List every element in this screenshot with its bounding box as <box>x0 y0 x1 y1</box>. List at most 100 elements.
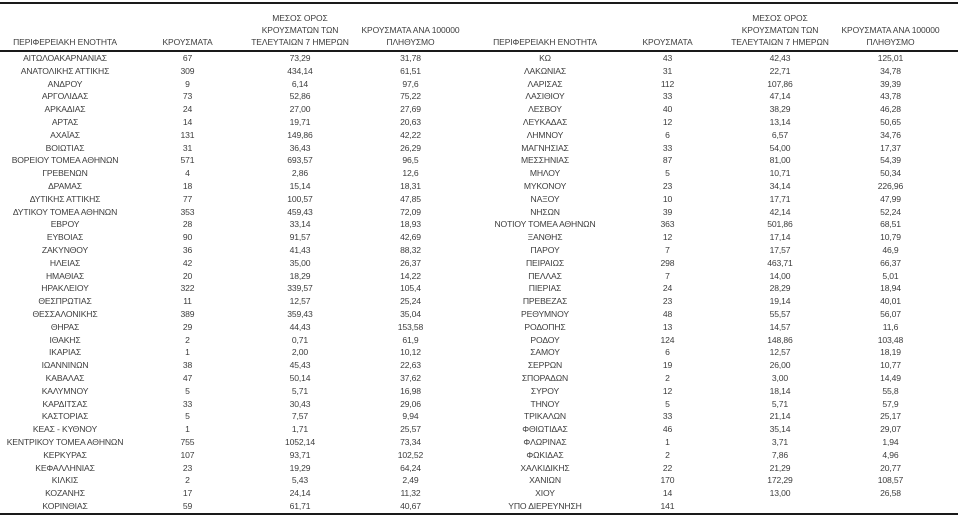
cases-cell: 7 <box>665 270 670 281</box>
avg7-cell: 5,71 <box>771 398 789 409</box>
column-header-avg7-line3: ΤΕΛΕΥΤΑΙΩΝ 7 ΗΜΕΡΩΝ <box>731 37 829 47</box>
per100k-cell: 68,51 <box>880 219 901 230</box>
table-row: ΥΠΟ ΔΙΕΡΕΥΝΗΣΗ 141 <box>480 500 946 513</box>
cases-cell: 141 <box>660 500 675 511</box>
left-table-body: ΑΙΤΩΛΟΑΚΑΡΝΑΝΙΑΣ 67 73,29 31,78 ΑΝΑΤΟΛΙΚ… <box>0 52 466 513</box>
cases-cell: 59 <box>182 500 193 511</box>
cases-cell: 298 <box>660 257 675 268</box>
cases-cell: 6 <box>665 129 670 140</box>
avg7-cell: 93,71 <box>289 449 311 460</box>
avg7-cell: 100,57 <box>287 193 313 204</box>
per100k-cell: 16,98 <box>400 385 421 396</box>
region-cell: ΜΥΚΟΝΟΥ <box>523 180 567 191</box>
avg7-cell: 33,14 <box>289 219 311 230</box>
per100k-cell: 54,39 <box>880 155 901 166</box>
table-row: ΑΧΑΪΑΣ 131 149,86 42,22 <box>0 129 466 142</box>
per100k-cell: 29,07 <box>880 424 901 435</box>
per100k-cell: 1,94 <box>882 436 899 447</box>
table-row: ΗΜΑΘΙΑΣ 20 18,29 14,22 <box>0 270 466 283</box>
region-cell: ΠΕΛΛΑΣ <box>528 270 562 281</box>
per100k-cell: 47,85 <box>400 193 421 204</box>
avg7-cell: 7,57 <box>291 411 309 422</box>
avg7-cell: 55,57 <box>769 308 791 319</box>
per100k-cell: 12,6 <box>402 168 419 179</box>
table-row: ΜΥΚΟΝΟΥ 23 34,14 226,96 <box>480 180 946 193</box>
per100k-cell: 10,77 <box>880 360 901 371</box>
avg7-cell: 22,71 <box>769 65 791 76</box>
per100k-cell: 25,57 <box>400 424 421 435</box>
table-row: ΛΑΚΩΝΙΑΣ 31 22,71 34,78 <box>480 65 946 78</box>
cases-cell: 24 <box>662 283 673 294</box>
region-cell: ΑΡΤΑΣ <box>51 116 79 127</box>
cases-cell: 23 <box>662 180 673 191</box>
table-row: ΦΛΩΡΙΝΑΣ 1 3,71 1,94 <box>480 436 946 449</box>
per100k-cell: 11,6 <box>882 321 899 332</box>
avg7-cell: 172,29 <box>767 475 793 486</box>
per100k-cell: 96,5 <box>402 155 419 166</box>
cases-cell: 33 <box>662 142 673 153</box>
per100k-cell: 10,79 <box>880 232 901 243</box>
column-header-region: ΠΕΡΙΦΕΡΕΙΑΚΗ ΕΝΟΤΗΤΑ <box>480 4 610 50</box>
region-cell: ΑΡΚΑΔΙΑΣ <box>44 104 86 115</box>
cases-cell: 2 <box>185 334 190 345</box>
region-cell: ΚΕΑΣ - ΚΥΘΝΟΥ <box>32 424 98 435</box>
per100k-cell: 61,51 <box>400 65 421 76</box>
region-cell: ΠΙΕΡΙΑΣ <box>528 283 562 294</box>
region-cell: ΗΜΑΘΙΑΣ <box>46 270 84 281</box>
avg7-cell: 18,29 <box>289 270 311 281</box>
column-header-region: ΠΕΡΙΦΕΡΕΙΑΚΗ ΕΝΟΤΗΤΑ <box>0 4 130 50</box>
column-header-cases-label: ΚΡΟΥΣΜΑΤΑ <box>642 37 693 47</box>
region-cell: ΚΕΡΚΥΡΑΣ <box>43 449 87 460</box>
avg7-cell: 34,14 <box>769 180 791 191</box>
table-row: ΝΟΤΙΟΥ ΤΟΜΕΑ ΑΘΗΝΩΝ 363 501,86 68,51 <box>480 218 946 231</box>
region-cell: ΘΗΡΑΣ <box>50 321 80 332</box>
cases-cell: 309 <box>180 65 195 76</box>
right-table-header: ΠΕΡΙΦΕΡΕΙΑΚΗ ΕΝΟΤΗΤΑ ΚΡΟΥΣΜΑΤΑ ΜΕΣΟΣ ΟΡΟ… <box>480 4 946 50</box>
column-header-avg7-line2: ΚΡΟΥΣΜΑΤΩΝ ΤΩΝ <box>741 25 819 35</box>
cases-cell: 2 <box>185 475 190 486</box>
table-row: ΚΑΡΔΙΤΣΑΣ 33 30,43 29,06 <box>0 398 466 411</box>
per100k-cell: 55,8 <box>882 385 899 396</box>
region-cell: ΝΑΞΟΥ <box>530 193 560 204</box>
cases-cell: 19 <box>662 360 673 371</box>
avg7-cell: 6,57 <box>771 129 789 140</box>
region-cell: ΚΑΒΑΛΑΣ <box>45 372 85 383</box>
cases-cell: 29 <box>182 321 193 332</box>
per100k-cell: 18,31 <box>400 180 421 191</box>
avg7-cell: 12,57 <box>289 296 311 307</box>
per100k-cell: 4,96 <box>882 449 899 460</box>
per100k-cell: 57,9 <box>882 398 899 409</box>
per100k-cell: 50,65 <box>880 116 901 127</box>
avg7-cell: 14,57 <box>769 321 791 332</box>
table-row: ΒΟΡΕΙΟΥ ΤΟΜΕΑ ΑΘΗΝΩΝ 571 693,57 96,5 <box>0 154 466 167</box>
cases-cell: 112 <box>660 78 675 89</box>
table-row: ΚΕΦΑΛΛΗΝΙΑΣ 23 19,29 64,24 <box>0 462 466 475</box>
avg7-cell: 28,29 <box>769 283 791 294</box>
table-row: ΦΘΙΩΤΙΔΑΣ 46 35,14 29,07 <box>480 423 946 436</box>
avg7-cell: 47,14 <box>769 91 791 102</box>
table-header-row: ΠΕΡΙΦΕΡΕΙΑΚΗ ΕΝΟΤΗΤΑ ΚΡΟΥΣΜΑΤΑ ΜΕΣΟΣ ΟΡΟ… <box>0 4 958 52</box>
table-row: ΤΡΙΚΑΛΩΝ 33 21,14 25,17 <box>480 410 946 423</box>
table-row: ΠΕΙΡΑΙΩΣ 298 463,71 66,37 <box>480 257 946 270</box>
table-row: ΑΡΚΑΔΙΑΣ 24 27,00 27,69 <box>0 103 466 116</box>
table-row: ΣΠΟΡΑΔΩΝ 2 3,00 14,49 <box>480 372 946 385</box>
cases-cell: 14 <box>182 116 193 127</box>
per100k-cell: 75,22 <box>400 91 421 102</box>
cases-cell: 23 <box>182 462 193 473</box>
cases-cell: 12 <box>662 116 673 127</box>
table-row: ΔΡΑΜΑΣ 18 15,14 18,31 <box>0 180 466 193</box>
per100k-cell: 61,9 <box>402 334 419 345</box>
avg7-cell: 17,71 <box>769 193 791 204</box>
cases-cell: 22 <box>662 462 673 473</box>
column-header-per100k: ΚΡΟΥΣΜΑΤΑ ΑΝΑ 100000 ΠΛΗΘΥΣΜΟ <box>835 4 946 50</box>
table-row: ΕΥΒΟΙΑΣ 90 91,57 42,69 <box>0 231 466 244</box>
region-cell: ΣΠΟΡΑΔΩΝ <box>521 372 569 383</box>
per100k-cell: 52,24 <box>880 206 901 217</box>
per100k-cell: 17,37 <box>880 142 901 153</box>
region-cell: ΜΗΛΟΥ <box>529 168 561 179</box>
table-row: ΡΟΔΟΥ 124 148,86 103,48 <box>480 334 946 347</box>
region-cell: ΑΙΤΩΛΟΑΚΑΡΝΑΝΙΑΣ <box>23 53 107 63</box>
table-row: ΛΕΣΒΟΥ 40 38,29 46,28 <box>480 103 946 116</box>
region-cell: ΡΟΔΟΠΗΣ <box>524 321 566 332</box>
cases-cell: 353 <box>180 206 195 217</box>
